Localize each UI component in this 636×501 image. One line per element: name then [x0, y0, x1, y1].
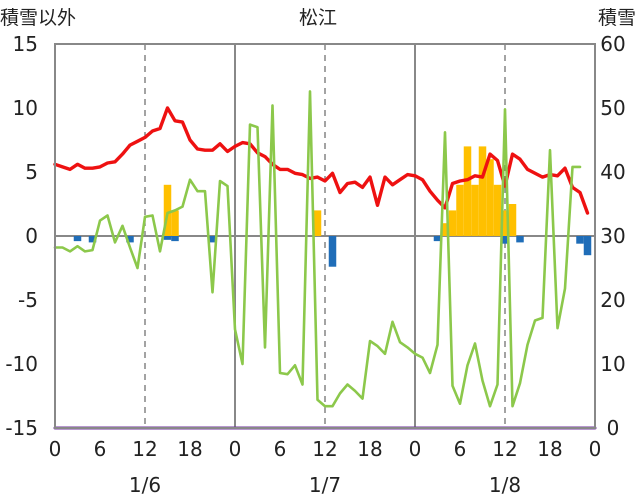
- x-tick-label: 6: [94, 437, 107, 461]
- right-tick-label: 20: [600, 288, 625, 312]
- left-axis-title: 積雪以外: [0, 7, 76, 29]
- blue-bars-bar: [433, 236, 442, 242]
- date-label: 1/8: [489, 473, 521, 497]
- green-line: [53, 90, 582, 408]
- orange-bars-bar: [163, 184, 172, 236]
- orange-bars-bar: [493, 184, 502, 236]
- x-tick-label: 0: [589, 437, 602, 461]
- blue-bars-bar: [583, 236, 592, 256]
- x-tick-label: 0: [409, 437, 422, 461]
- x-tick-label: 0: [49, 437, 62, 461]
- orange-bars-bar: [508, 204, 517, 236]
- orange-bars-bar: [486, 159, 494, 236]
- left-tick-label: -15: [5, 416, 38, 440]
- right-tick-label: 50: [600, 96, 625, 120]
- orange-bars-bar: [463, 146, 472, 236]
- left-tick-label: 10: [13, 96, 38, 120]
- left-tick-label: -5: [18, 288, 38, 312]
- bars: [73, 146, 592, 267]
- orange-bars-bar: [313, 210, 322, 236]
- orange-bars-bar: [471, 184, 479, 236]
- x-tick-label: 18: [357, 437, 382, 461]
- left-tick-label: 5: [25, 160, 38, 184]
- x-tick-label: 12: [312, 437, 337, 461]
- date-label: 1/6: [129, 473, 161, 497]
- orange-bars-bar: [171, 210, 179, 236]
- blue-bars-bar: [501, 236, 509, 244]
- blue-bars-bar: [576, 236, 584, 244]
- blue-bars-bar: [88, 236, 97, 243]
- date-label: 1/7: [309, 473, 341, 497]
- left-tick-label: -10: [5, 352, 38, 376]
- orange-bars-bar: [501, 210, 509, 236]
- blue-bars-bar: [73, 236, 82, 242]
- right-tick-label: 30: [600, 224, 625, 248]
- right-tick-label: 0: [607, 416, 620, 440]
- x-tick-label: 12: [132, 437, 157, 461]
- blue-bars-bar: [516, 236, 524, 243]
- blue-bars-bar: [163, 236, 172, 240]
- plot-frame: [54, 43, 596, 429]
- right-axis-title: 積雪: [598, 7, 636, 29]
- right-tick-label: 40: [600, 160, 625, 184]
- orange-bars-bar: [441, 223, 449, 236]
- blue-bars-bar: [328, 236, 337, 267]
- right-tick-label: 10: [600, 352, 625, 376]
- x-tick-label: 18: [177, 437, 202, 461]
- blue-bars-bar: [171, 236, 179, 242]
- orange-bars-bar: [448, 210, 457, 236]
- x-tick-label: 6: [454, 437, 467, 461]
- blue-bars-bar: [126, 236, 134, 243]
- left-tick-label: 0: [25, 224, 38, 248]
- x-tick-label: 6: [274, 437, 287, 461]
- right-tick-label: 60: [600, 32, 625, 56]
- orange-bars-bar: [478, 146, 487, 236]
- x-tick-label: 12: [492, 437, 517, 461]
- left-tick-label: 15: [13, 32, 38, 56]
- x-tick-label: 0: [229, 437, 242, 461]
- orange-bars-bar: [456, 184, 464, 236]
- x-tick-label: 18: [537, 437, 562, 461]
- red-line: [53, 106, 590, 215]
- blue-bars-bar: [208, 236, 217, 243]
- chart-title: 松江: [299, 7, 337, 29]
